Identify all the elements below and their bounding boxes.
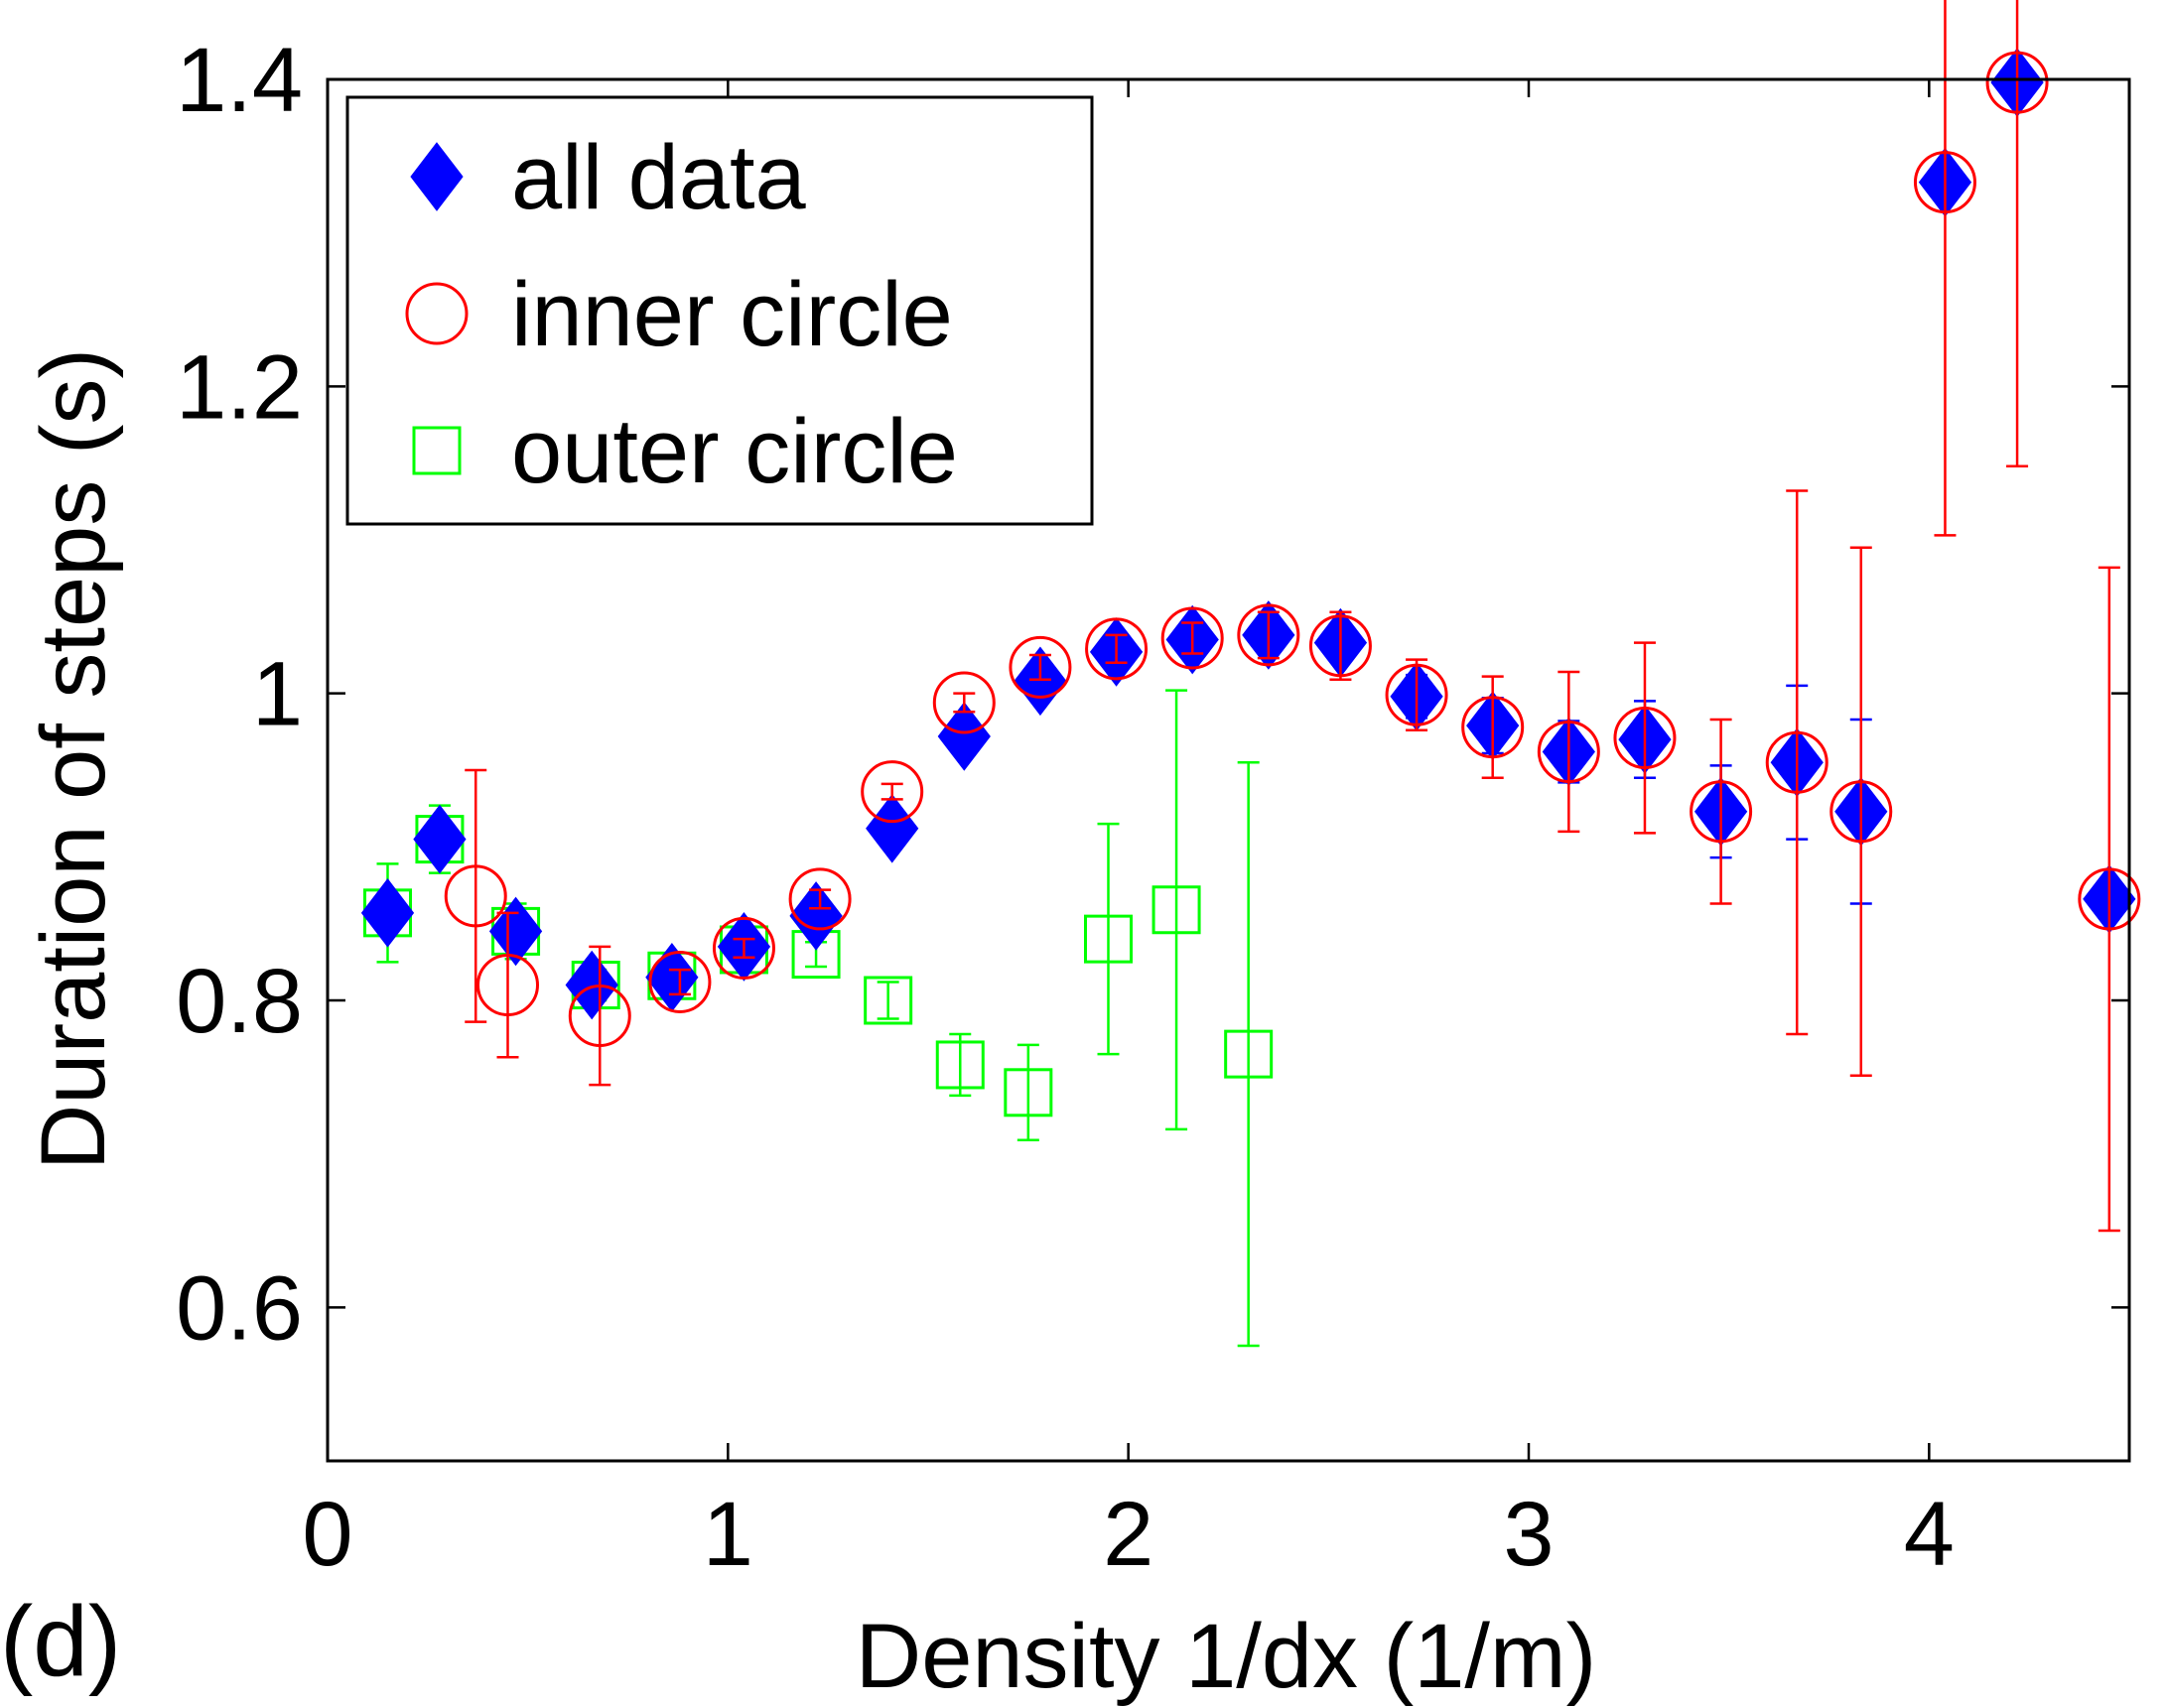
all-data-point bbox=[789, 881, 843, 951]
legend-label-outer-circle: outer circle bbox=[511, 401, 958, 502]
inner-circle-point bbox=[932, 671, 996, 734]
legend-label-inner-circle: inner circle bbox=[511, 264, 953, 365]
inner-circle-point bbox=[1537, 720, 1600, 783]
y-axis-title: Duration of steps (s) bbox=[23, 348, 124, 1170]
inner-circle-point bbox=[2078, 867, 2141, 931]
inner-circle-point bbox=[1385, 663, 1448, 726]
outer-circle-point bbox=[1004, 1068, 1053, 1117]
inner-circle-point bbox=[1829, 780, 1893, 844]
chart-marks bbox=[360, 0, 2141, 1348]
x-tick-label: 4 bbox=[1904, 1484, 1955, 1585]
inner-circle-point bbox=[1308, 614, 1372, 678]
inner-circle-point bbox=[1613, 707, 1677, 770]
outer-circle-point bbox=[1224, 1029, 1274, 1079]
inner-circle-point bbox=[1765, 730, 1828, 794]
y-tick-label: 0.8 bbox=[176, 951, 303, 1052]
legend-label-all-data: all data bbox=[511, 127, 806, 228]
legend-marker-inner-circle bbox=[405, 282, 469, 345]
x-axis-title: Density 1/dx (1/m) bbox=[856, 1606, 1596, 1707]
inner-circle-point bbox=[1160, 606, 1224, 670]
x-tick-label: 0 bbox=[302, 1484, 352, 1585]
all-data-point bbox=[565, 950, 618, 1020]
all-data-point bbox=[1014, 646, 1067, 717]
inner-circle-point bbox=[444, 864, 507, 928]
inner-circle-point bbox=[861, 760, 924, 824]
inner-circle-point bbox=[1461, 696, 1525, 759]
y-tick-label: 1 bbox=[252, 644, 303, 745]
outer-circle-point bbox=[1084, 914, 1133, 964]
series-outer-circle bbox=[363, 689, 1274, 1348]
inner-circle-point bbox=[1985, 51, 2049, 114]
all-data-point bbox=[488, 896, 543, 967]
inner-circle-point bbox=[476, 954, 539, 1017]
x-tick-label: 1 bbox=[703, 1484, 753, 1585]
inner-circle-point bbox=[1913, 151, 1976, 214]
legend-marker-all-data bbox=[410, 142, 464, 211]
inner-circle-point bbox=[568, 984, 631, 1047]
axes: 0 1 2 3 4 0.6 0.8 1 1.2 1.4 bbox=[176, 30, 2131, 1585]
y-tick-label: 1.4 bbox=[176, 30, 303, 131]
all-data-point bbox=[413, 804, 467, 874]
series-inner-circle bbox=[444, 0, 2141, 1233]
inner-circle-point bbox=[1237, 603, 1300, 667]
all-data-point bbox=[866, 793, 919, 863]
inner-circle-point bbox=[1009, 635, 1072, 699]
panel-label: (d) bbox=[0, 1586, 121, 1697]
all-data-point bbox=[360, 878, 415, 948]
y-tick-label: 0.6 bbox=[176, 1257, 303, 1359]
legend-box bbox=[345, 95, 1094, 526]
outer-circle-point bbox=[935, 1040, 985, 1090]
x-tick-label: 2 bbox=[1103, 1484, 1153, 1585]
outer-circle-point bbox=[1151, 885, 1201, 935]
outer-circle-point bbox=[864, 976, 913, 1025]
plot-frame bbox=[326, 77, 2131, 1463]
inner-circle-point bbox=[1690, 780, 1753, 844]
legend: all data inner circle outer circle bbox=[345, 95, 1094, 526]
inner-circle-point bbox=[788, 867, 852, 931]
inner-circle-point bbox=[648, 950, 712, 1013]
inner-circle-point bbox=[712, 916, 775, 980]
y-tick-label: 1.2 bbox=[176, 336, 303, 438]
x-tick-label: 3 bbox=[1503, 1484, 1554, 1585]
legend-marker-outer-circle bbox=[412, 426, 462, 475]
inner-circle-point bbox=[1085, 617, 1149, 681]
